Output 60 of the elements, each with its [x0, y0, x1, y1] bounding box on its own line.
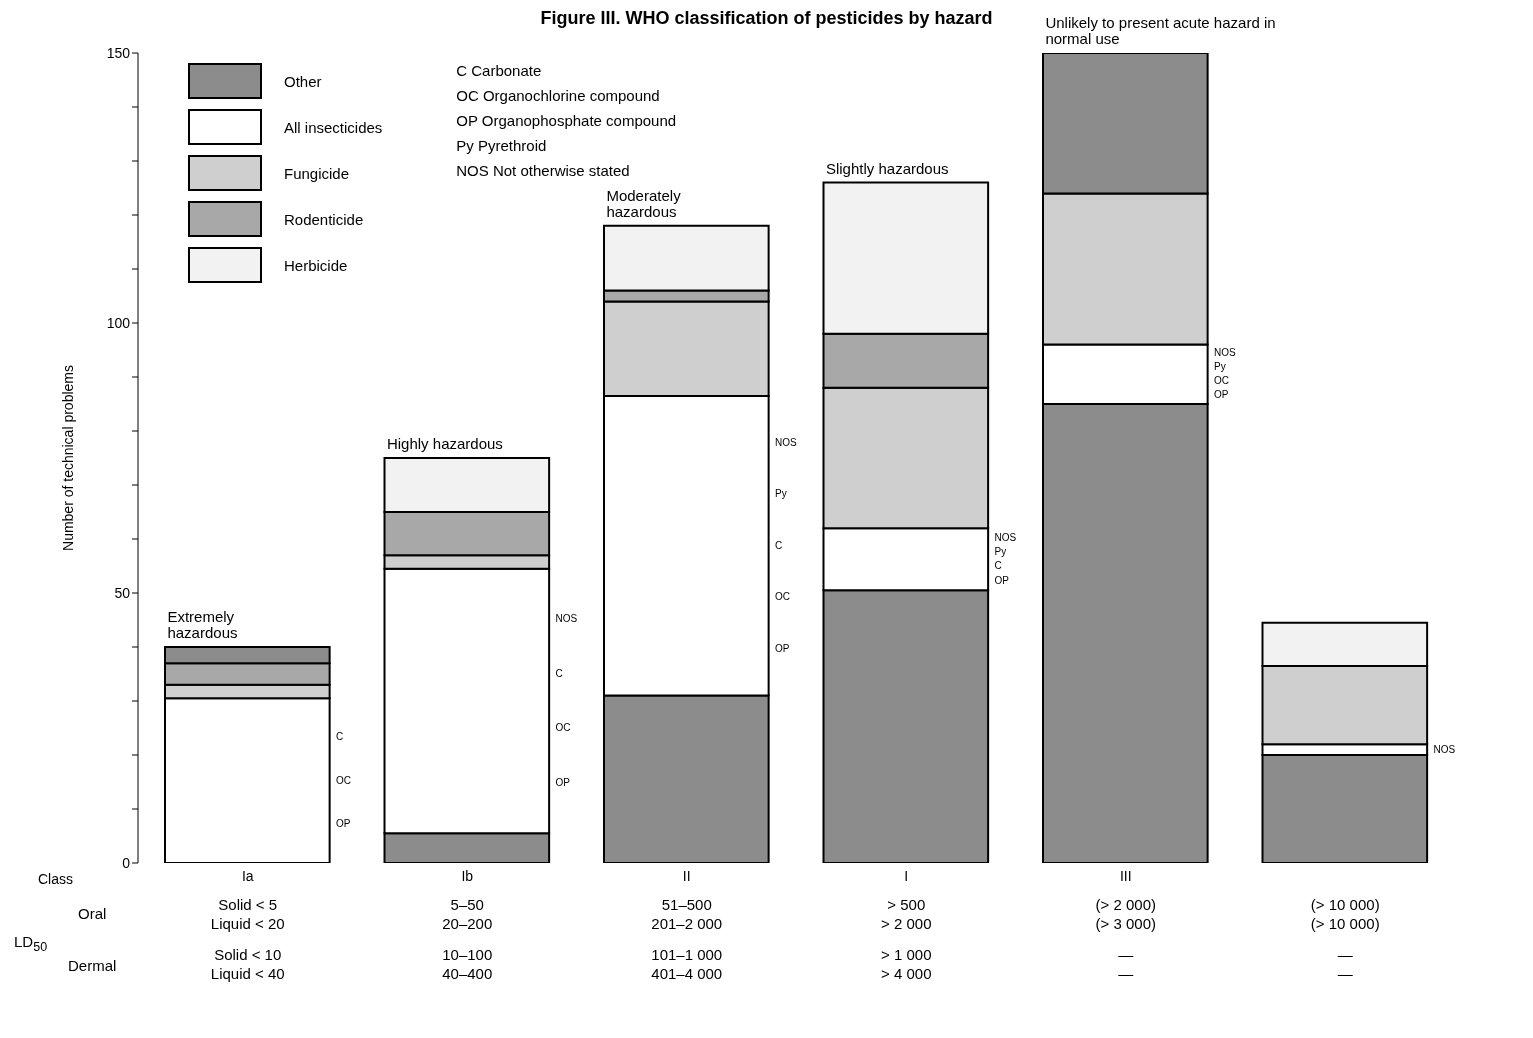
text: 10–100 [442, 946, 493, 963]
annotation: OC Organochlorine compound [456, 87, 660, 104]
y-axis-title: Number of technical problems [59, 365, 76, 551]
legend-label: Rodenticide [284, 210, 364, 228]
legend-label: Fungicide [284, 164, 350, 182]
text: 201–2 000 [651, 915, 723, 932]
annotation: Slightly hazardous [825, 159, 949, 177]
text: LD$_{50}$ [14, 933, 48, 954]
x-tick-label: III [1119, 867, 1132, 884]
y-tick-label: 150 [106, 44, 131, 61]
x-tick-label: II [682, 867, 691, 884]
text: NOS Py C OC OP [775, 436, 797, 654]
text: Liquid < 20 [210, 915, 285, 932]
text: 101–1 000 [651, 946, 723, 963]
annotation: NOS Py OC OP [1214, 347, 1236, 401]
text: > 2 000 [881, 915, 932, 932]
y-tick-label: 50 [114, 584, 131, 601]
legend-label: All insecticides [284, 118, 383, 136]
text: (> 2 000) [1095, 896, 1156, 913]
text: NOS C OC OP [555, 612, 578, 789]
text: — [1118, 946, 1134, 963]
legend-label: Other [284, 72, 322, 90]
annotation: OP Organophosphate compound [456, 112, 677, 129]
text: C OC OP [336, 730, 352, 830]
text: Dermal [68, 957, 117, 974]
text: > 1 000 [881, 946, 932, 963]
annotation: Py Pyrethroid [456, 137, 547, 154]
annotation: NOS Not otherwise stated [456, 162, 630, 179]
text: — [1118, 965, 1134, 982]
y-tick-label: 100 [106, 314, 131, 331]
text: Solid < 10 [214, 946, 282, 963]
text: — [1337, 946, 1353, 963]
text: (> 10 000) [1310, 896, 1380, 913]
annotation: NOS Py C OP [994, 531, 1017, 586]
text: 40–400 [442, 965, 493, 982]
annotation: Extremely hazardous [167, 608, 238, 641]
x-axis-title: Class [38, 871, 74, 887]
legend-label: Herbicide [284, 256, 348, 274]
x-tick-label: Ib [461, 867, 474, 884]
text: Solid < 5 [218, 896, 278, 913]
text: (> 3 000) [1095, 915, 1156, 932]
annotation: C Carbonate [456, 62, 542, 79]
text: 401–4 000 [651, 965, 723, 982]
x-tick-label: I [904, 867, 909, 884]
text: — [1337, 965, 1353, 982]
chart-title: Figure III. WHO classification of pesticides by hazard [540, 8, 993, 28]
text: Oral [78, 905, 107, 922]
text: Liquid < 40 [210, 965, 285, 982]
annotation: NOS [1433, 743, 1456, 755]
annotation: Highly hazardous [386, 435, 503, 452]
text: 5–50 [450, 896, 484, 913]
text: 51–500 [661, 896, 712, 913]
annotation: Unlikely to present acute hazard in normal use [1045, 14, 1276, 47]
x-tick-label: Ia [241, 867, 254, 884]
y-tick-label: 0 [122, 854, 131, 871]
text: > 4 000 [881, 965, 932, 982]
text: (> 10 000) [1310, 915, 1380, 932]
text: > 500 [887, 896, 926, 913]
text: 20–200 [442, 915, 493, 932]
annotation: Moderately hazardous [606, 186, 681, 220]
